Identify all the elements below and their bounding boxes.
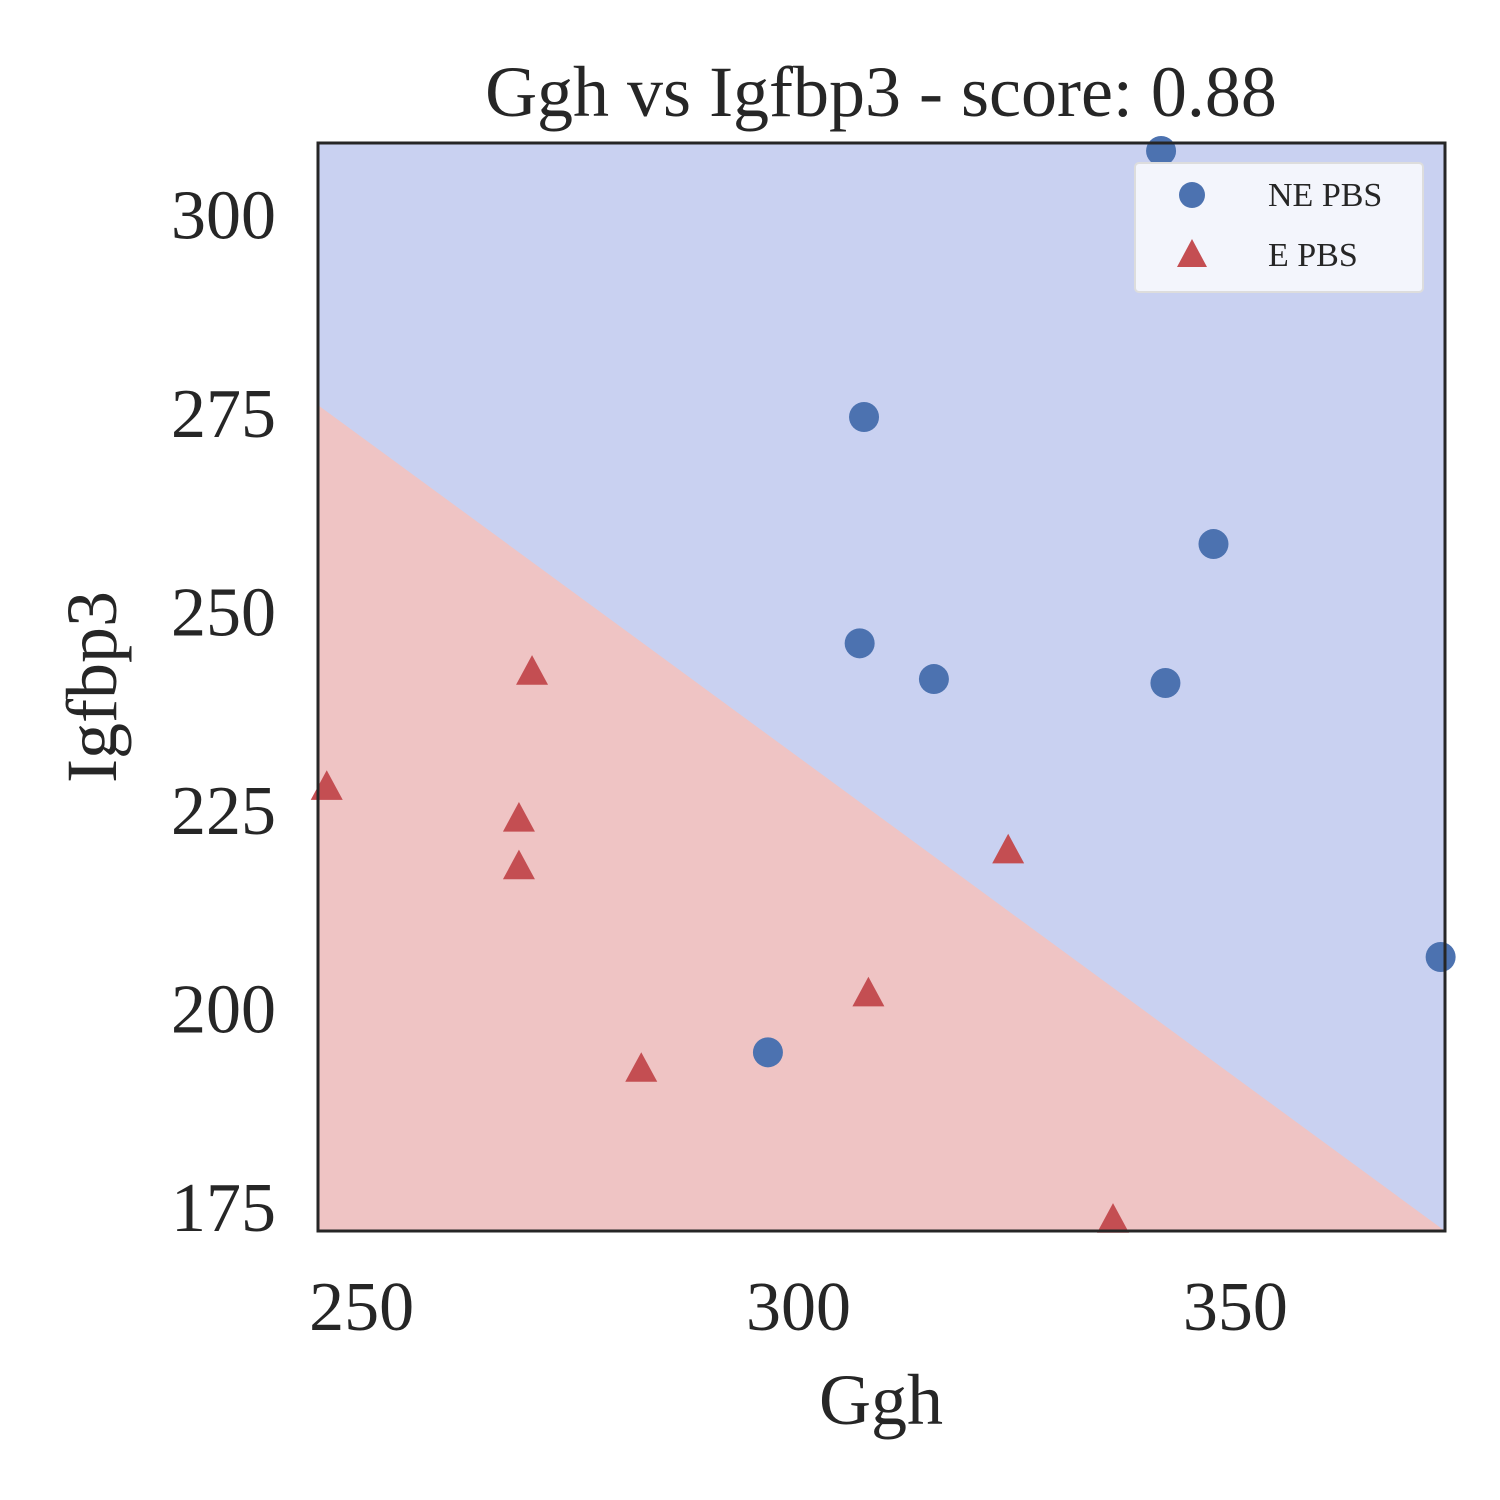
x-tick-label-350: 350 — [1183, 1269, 1288, 1346]
decision-regions — [318, 143, 1445, 1231]
y-tick-label-200: 200 — [171, 972, 276, 1049]
ne-pbs-point-2 — [1198, 529, 1229, 560]
y-tick-label-250: 250 — [171, 575, 276, 652]
ne-pbs-point-7 — [1425, 942, 1456, 973]
y-tick-label-275: 275 — [171, 376, 276, 453]
legend-marker-ne-pbs — [1179, 182, 1205, 208]
x-tick-label-300: 300 — [746, 1269, 851, 1346]
region-e-pbs — [318, 405, 1445, 1231]
e-pbs-point-3 — [502, 849, 535, 880]
e-pbs-point-4 — [992, 833, 1025, 864]
legend: NE PBS E PBS — [1134, 162, 1424, 293]
ne-pbs-point-6 — [752, 1037, 783, 1068]
x-axis-label: Ggh — [819, 1360, 943, 1440]
y-tick-label-300: 300 — [171, 177, 276, 254]
legend-label-ne-pbs: NE PBS — [1268, 177, 1382, 214]
plot-frame — [316, 141, 1447, 1233]
ne-pbs-point-5 — [1150, 668, 1181, 699]
e-pbs-point-6 — [625, 1052, 658, 1082]
legend-marker-e-pbs — [1177, 239, 1207, 267]
y-axis-ticks: 175 200 225 250 275 300 — [171, 177, 276, 1247]
e-pbs-point-5 — [852, 976, 885, 1007]
y-axis-label: Igfbp3 — [52, 591, 132, 783]
x-tick-label-250: 250 — [309, 1269, 414, 1346]
ne-pbs-point-4 — [918, 664, 949, 695]
ne-pbs-point-3 — [844, 628, 875, 659]
e-pbs-point-2 — [502, 802, 535, 832]
e-pbs-point-0 — [516, 655, 549, 685]
e-pbs-point-7 — [1097, 1203, 1130, 1233]
x-axis-ticks: 250 300 350 — [309, 1269, 1288, 1346]
ne-pbs-point-1 — [849, 401, 880, 432]
legend-box — [1134, 162, 1424, 293]
y-tick-label-225: 225 — [171, 773, 276, 850]
y-tick-label-175: 175 — [171, 1170, 276, 1247]
chart-title: Ggh vs Igfbp3 - score: 0.88 — [485, 52, 1277, 132]
legend-label-e-pbs: E PBS — [1268, 237, 1358, 274]
ne-pbs-point-0 — [1146, 135, 1177, 166]
